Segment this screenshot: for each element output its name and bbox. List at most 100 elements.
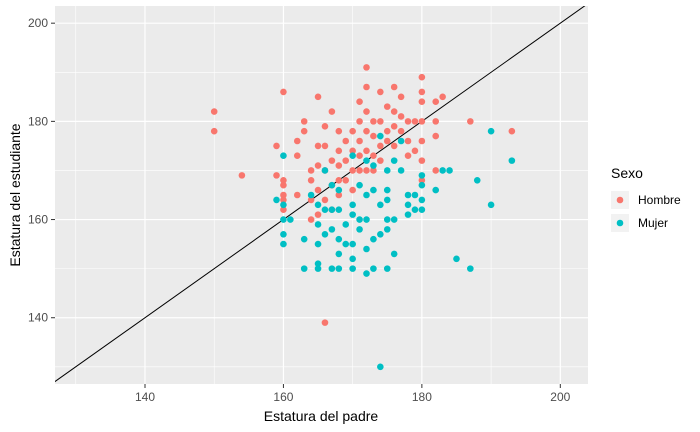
point-hombre <box>363 127 370 135</box>
y-tick-label: 200 <box>28 16 48 30</box>
point-hombre <box>370 167 377 174</box>
point-mujer <box>335 265 343 272</box>
x-axis-title: Estatura del padre <box>264 408 379 424</box>
point-hombre <box>321 122 329 130</box>
point-mujer <box>335 235 343 243</box>
point-hombre <box>397 93 405 101</box>
point-mujer <box>363 157 370 164</box>
x-axis-ticks: 140 160 180 200 <box>135 384 571 404</box>
legend-label-hombre: Hombre <box>638 193 681 207</box>
point-hombre <box>238 172 246 179</box>
x-tick-label: 200 <box>550 390 570 404</box>
point-hombre <box>307 216 315 223</box>
point-mujer <box>363 245 370 253</box>
point-mujer <box>390 216 398 223</box>
point-hombre <box>314 93 322 101</box>
data-points <box>210 64 516 371</box>
point-mujer <box>280 240 287 248</box>
point-mujer <box>377 132 384 140</box>
point-mujer <box>508 157 516 164</box>
point-mujer <box>328 206 336 214</box>
point-hombre <box>356 152 363 160</box>
point-hombre <box>349 186 356 194</box>
point-mujer <box>335 250 343 258</box>
point-hombre <box>280 176 287 184</box>
point-mujer <box>300 235 308 243</box>
point-mujer <box>342 221 350 228</box>
point-mujer <box>467 265 474 272</box>
point-mujer <box>390 157 398 164</box>
point-mujer <box>349 255 356 263</box>
point-mujer <box>439 167 446 174</box>
point-mujer <box>349 201 356 209</box>
point-mujer <box>487 201 495 209</box>
grid-minor <box>55 6 588 384</box>
point-mujer <box>356 216 363 223</box>
point-mujer <box>356 226 363 233</box>
point-mujer <box>335 206 343 214</box>
point-mujer <box>383 226 391 233</box>
point-mujer <box>418 196 426 204</box>
point-mujer <box>383 196 391 204</box>
point-hombre <box>363 83 370 91</box>
point-hombre <box>418 176 426 184</box>
point-hombre <box>321 142 329 150</box>
point-mujer <box>370 186 377 194</box>
point-hombre <box>356 118 363 125</box>
point-hombre <box>300 127 308 135</box>
point-hombre <box>390 122 398 130</box>
point-mujer <box>349 265 356 272</box>
point-hombre <box>432 167 440 174</box>
point-hombre <box>293 152 301 160</box>
point-mujer <box>328 265 336 272</box>
point-hombre <box>432 132 440 140</box>
point-mujer <box>349 240 356 248</box>
point-mujer <box>383 265 391 272</box>
point-hombre <box>370 152 377 160</box>
point-hombre <box>383 137 391 145</box>
point-mujer <box>397 137 405 145</box>
point-mujer <box>404 191 412 199</box>
point-hombre <box>335 147 343 155</box>
point-hombre <box>314 142 322 150</box>
x-tick-label: 180 <box>412 390 432 404</box>
point-hombre <box>397 127 405 135</box>
point-hombre <box>383 103 391 110</box>
point-mujer <box>349 152 356 160</box>
plot-panel <box>55 6 588 384</box>
y-tick-label: 180 <box>28 114 48 128</box>
x-tick-label: 160 <box>273 390 293 404</box>
point-hombre <box>508 127 516 135</box>
point-mujer <box>335 186 343 194</box>
point-mujer <box>280 230 287 238</box>
point-mujer <box>418 181 426 189</box>
point-hombre <box>328 157 336 164</box>
point-hombre <box>467 118 474 125</box>
x-tick-label: 140 <box>135 390 155 404</box>
legend-swatch-mujer <box>616 219 624 227</box>
point-mujer <box>377 230 384 238</box>
point-hombre <box>280 206 287 214</box>
point-mujer <box>377 363 384 371</box>
point-hombre <box>377 142 384 150</box>
point-hombre <box>418 157 426 164</box>
point-hombre <box>411 118 419 125</box>
point-hombre <box>335 176 343 184</box>
point-hombre <box>418 73 426 81</box>
point-hombre <box>418 118 426 125</box>
point-mujer <box>404 201 412 209</box>
point-hombre <box>328 108 336 115</box>
point-mujer <box>383 167 391 174</box>
point-mujer <box>363 216 370 223</box>
legend-items: Hombre Mujer <box>611 191 681 232</box>
point-hombre <box>210 127 218 135</box>
point-hombre <box>280 191 287 199</box>
point-mujer <box>314 260 322 268</box>
point-hombre <box>377 157 384 164</box>
point-mujer <box>307 191 315 199</box>
point-hombre <box>363 147 370 155</box>
point-mujer <box>363 270 370 277</box>
point-mujer <box>397 167 405 174</box>
point-mujer <box>383 186 391 194</box>
point-hombre <box>432 118 440 125</box>
